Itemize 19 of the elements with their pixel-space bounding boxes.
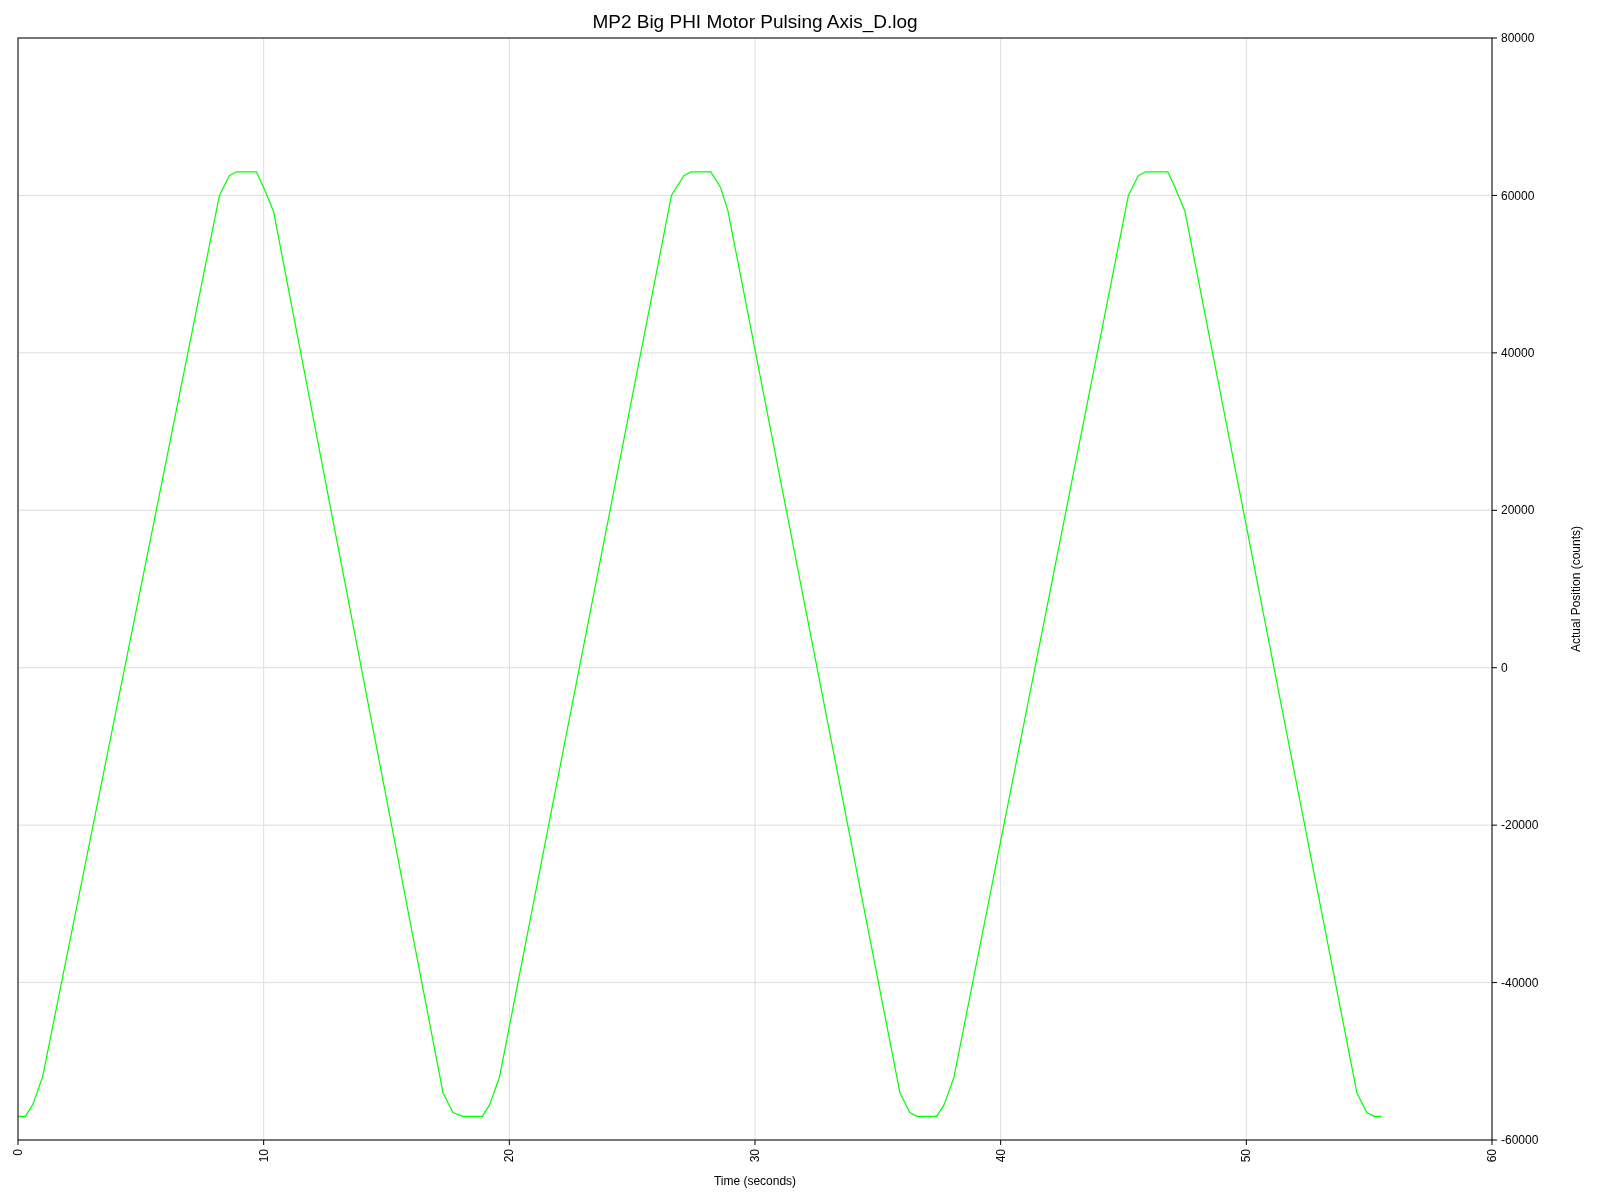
y-tick-label: -60000: [1501, 1133, 1539, 1148]
y-tick-label: 0: [1501, 660, 1508, 675]
y-tick-label: -40000: [1501, 975, 1539, 990]
y-tick-label: 80000: [1501, 31, 1535, 46]
y-tick-label: -20000: [1501, 818, 1539, 833]
y-tick-label: 20000: [1501, 503, 1535, 518]
x-tick-label: 50: [1239, 1148, 1254, 1163]
x-tick-label: 10: [256, 1148, 271, 1163]
y-axis-title: Actual Position (counts): [1569, 525, 1583, 653]
x-tick-label: 30: [748, 1148, 762, 1163]
y-tick-label: 60000: [1501, 188, 1535, 203]
chart-title: MP2 Big PHI Motor Pulsing Axis_D.log: [592, 11, 918, 33]
line-series: [17, 171, 1383, 1117]
x-tick-label: 0: [11, 1148, 25, 1156]
x-tick-label: 20: [502, 1148, 517, 1163]
x-tick-label: 60: [1485, 1148, 1499, 1163]
x-tick-label: 40: [993, 1148, 1008, 1163]
x-axis-title: Time (seconds): [713, 1174, 797, 1188]
y-tick-label: 40000: [1501, 346, 1535, 361]
